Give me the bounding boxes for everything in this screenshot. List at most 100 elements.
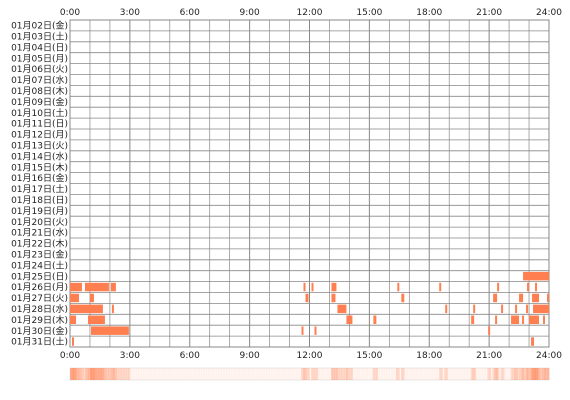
strip-cell bbox=[425, 368, 428, 380]
strip-cell bbox=[454, 368, 457, 380]
top-tick-label: 6:00 bbox=[180, 8, 200, 18]
row-label: 01月22日(木) bbox=[11, 238, 68, 250]
strip-cell bbox=[467, 368, 470, 380]
row-label: 01月16日(金) bbox=[11, 172, 68, 184]
strip-cell bbox=[507, 368, 510, 380]
activity-bar bbox=[501, 304, 504, 314]
strip-cell bbox=[311, 368, 314, 380]
strip-cell bbox=[211, 368, 214, 380]
strip-cell bbox=[417, 368, 420, 380]
activity-bar bbox=[439, 282, 442, 292]
activity-bar bbox=[535, 282, 538, 292]
row-label: 01月06日(火) bbox=[11, 64, 68, 75]
strip-cell bbox=[499, 368, 502, 380]
strip-cell bbox=[231, 368, 234, 380]
strip-cell bbox=[504, 368, 507, 380]
strip-cell bbox=[372, 368, 375, 380]
strip-cell bbox=[414, 368, 417, 380]
strip-cell bbox=[70, 368, 72, 380]
row-label: 01月15日(木) bbox=[11, 161, 68, 173]
strip-cell bbox=[376, 368, 378, 380]
strip-cell bbox=[514, 368, 517, 380]
strip-cell bbox=[173, 368, 176, 380]
activity-bar bbox=[71, 337, 74, 346]
strip-cell bbox=[336, 368, 339, 380]
strip-cell bbox=[459, 368, 462, 380]
row-label: 01月05日(月) bbox=[11, 53, 68, 64]
strip-cell bbox=[286, 368, 289, 380]
strip-cell bbox=[289, 368, 292, 380]
strip-cell bbox=[302, 368, 305, 380]
row-label: 01月18日(日) bbox=[11, 195, 68, 206]
strip-cell bbox=[334, 368, 337, 380]
strip-cell bbox=[246, 368, 249, 380]
strip-cell bbox=[545, 368, 548, 380]
strip-cell bbox=[485, 368, 488, 380]
strip-cell bbox=[79, 368, 82, 380]
strip-cell bbox=[404, 368, 407, 380]
strip-cell bbox=[465, 368, 468, 380]
strip-cell bbox=[206, 368, 209, 380]
strip-cell bbox=[356, 368, 359, 380]
strip-cell bbox=[326, 368, 329, 380]
strip-cell bbox=[510, 368, 513, 380]
strip-cell bbox=[469, 368, 472, 380]
top-tick-label: 3:00 bbox=[120, 8, 140, 18]
strip-cell bbox=[482, 368, 485, 380]
bottom-tick-label: 24:00 bbox=[536, 351, 562, 361]
strip-cell bbox=[244, 368, 247, 380]
strip-cell bbox=[119, 368, 122, 380]
row-label: 01月10日(土) bbox=[11, 107, 68, 119]
strip-cell bbox=[410, 368, 413, 380]
strip-cell bbox=[201, 368, 204, 380]
row-labels: 01月02日(金)01月03日(土)01月04日(日)01月05日(月)01月0… bbox=[11, 20, 68, 348]
strip-cell bbox=[183, 368, 186, 380]
row-label: 01月08日(木) bbox=[11, 85, 68, 97]
activity-bar bbox=[311, 282, 314, 292]
strip-cell bbox=[479, 368, 482, 380]
strip-cell bbox=[462, 368, 465, 380]
strip-cell bbox=[366, 368, 369, 380]
strip-cell bbox=[74, 368, 77, 380]
strip-cell bbox=[447, 368, 450, 380]
strip-cell bbox=[424, 368, 427, 380]
strip-cell bbox=[319, 368, 322, 380]
strip-cell bbox=[252, 368, 255, 380]
strip-cell bbox=[131, 368, 134, 380]
strip-cell bbox=[114, 368, 117, 380]
activity-bar bbox=[87, 315, 105, 324]
strip-cell bbox=[361, 368, 364, 380]
strip-cell bbox=[297, 368, 300, 380]
strip-cell bbox=[537, 368, 540, 380]
strip-cell bbox=[118, 368, 121, 380]
strip-cell bbox=[307, 368, 310, 380]
strip-cell bbox=[397, 368, 400, 380]
bottom-tick-label: 9:00 bbox=[240, 351, 260, 361]
strip-cell bbox=[267, 368, 270, 380]
strip-cell bbox=[450, 368, 453, 380]
strip-cell bbox=[109, 368, 112, 380]
strip-cell bbox=[352, 368, 355, 380]
strip-cell bbox=[442, 368, 445, 380]
strip-cell bbox=[218, 368, 220, 380]
strip-cell bbox=[439, 368, 442, 380]
strip-cell bbox=[369, 368, 372, 380]
strip-cell bbox=[269, 368, 272, 380]
strip-cell bbox=[339, 368, 342, 380]
strip-cell bbox=[359, 368, 362, 380]
strip-cell bbox=[94, 368, 97, 380]
strip-cell bbox=[460, 368, 463, 380]
strip-cell bbox=[341, 368, 344, 380]
strip-cell bbox=[477, 368, 480, 380]
strip-cell bbox=[530, 368, 533, 380]
strip-cell bbox=[99, 368, 102, 380]
strip-cell bbox=[472, 368, 475, 380]
strip-cell bbox=[342, 368, 345, 380]
strip-cell bbox=[524, 368, 527, 380]
strip-cell bbox=[116, 368, 119, 380]
strip-cell bbox=[327, 368, 330, 380]
strip-cell bbox=[322, 368, 325, 380]
strip-cell bbox=[113, 368, 116, 380]
strip-cell bbox=[317, 368, 320, 380]
